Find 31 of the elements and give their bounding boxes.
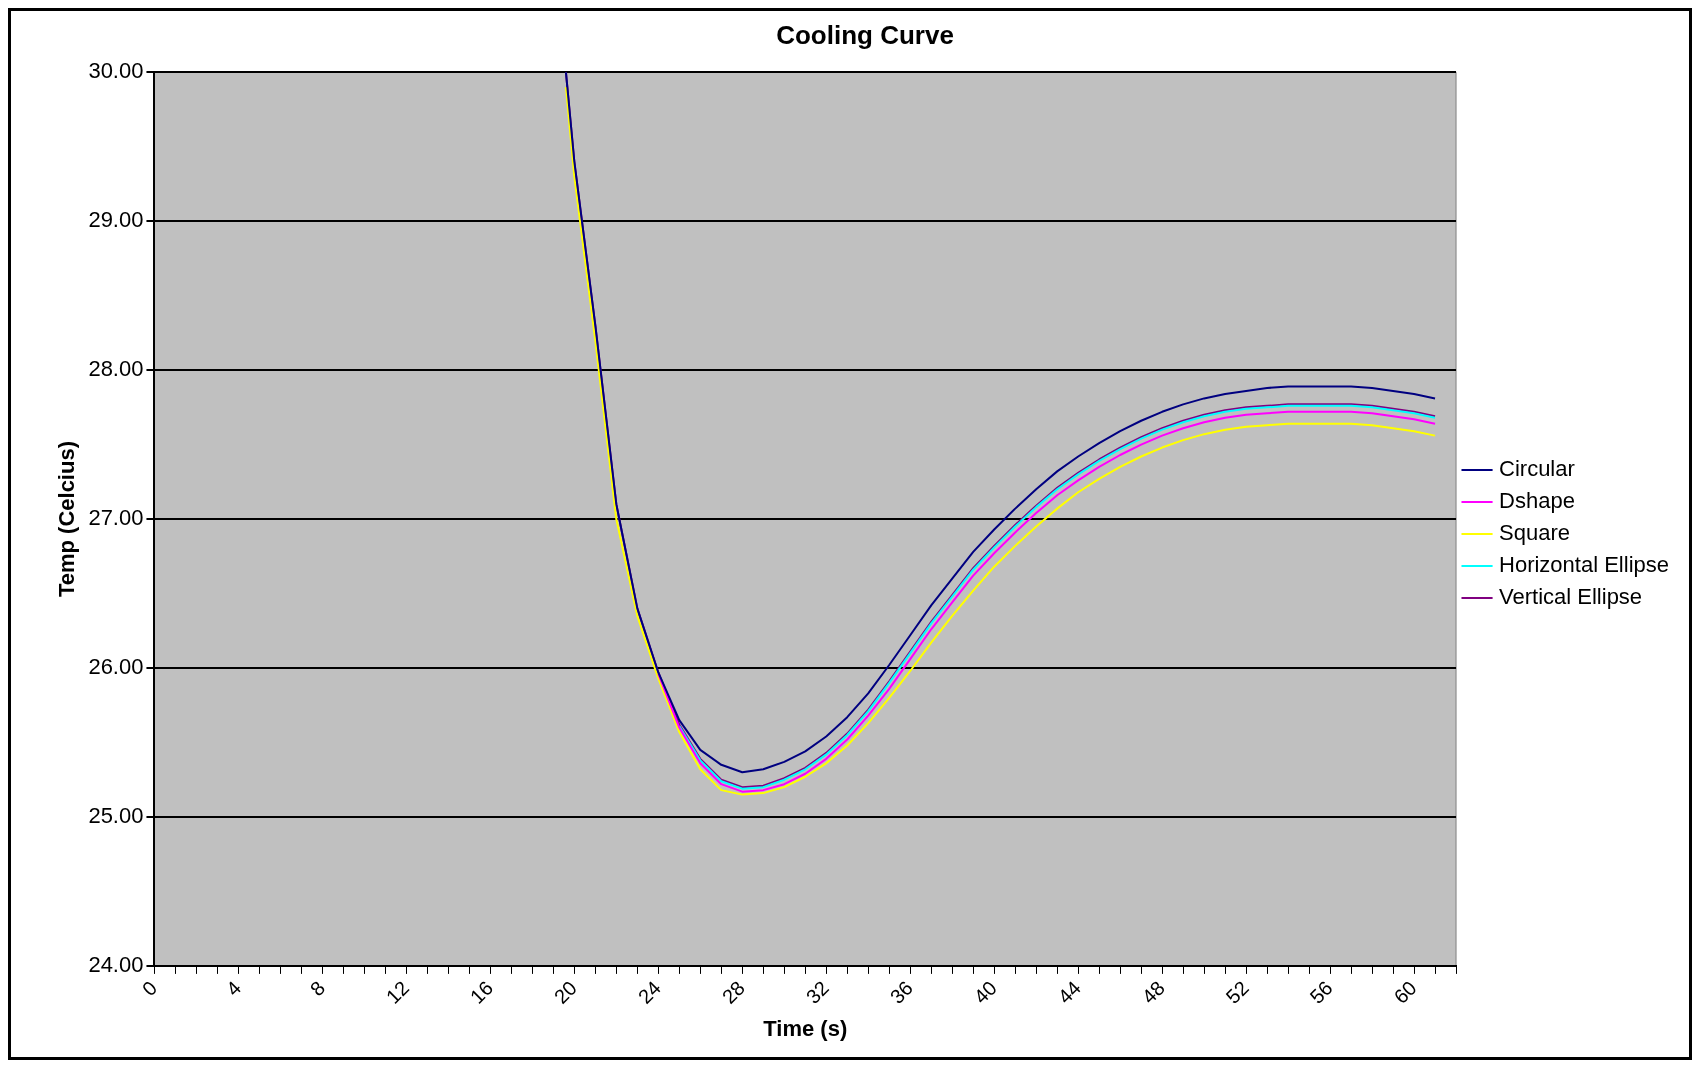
- x-tick-label: 24: [633, 976, 666, 1008]
- x-tick-label: 32: [801, 976, 833, 1008]
- legend-label: Dshape: [1499, 488, 1575, 514]
- y-tick-label: 24.00: [88, 951, 144, 977]
- x-axis-title: Time (s): [763, 1015, 848, 1041]
- y-tick-label: 27.00: [88, 505, 144, 531]
- x-tick-label: 16: [465, 976, 498, 1008]
- x-tick-label: 60: [1389, 976, 1421, 1008]
- x-tick-label: 52: [1221, 976, 1253, 1008]
- legend-label: Vertical Ellipse: [1499, 584, 1643, 610]
- legend-label: Horizontal Ellipse: [1499, 552, 1670, 578]
- x-tick-label: 4: [221, 976, 246, 1000]
- y-axis-title: Temp (Celcius): [54, 441, 80, 598]
- x-tick-label: 12: [381, 976, 414, 1008]
- x-tick-label: 36: [885, 976, 917, 1008]
- y-tick-label: 29.00: [88, 207, 144, 233]
- y-tick-label: 28.00: [88, 356, 144, 382]
- x-tick-label: 56: [1305, 976, 1337, 1008]
- x-tick-label: 40: [969, 976, 1001, 1008]
- legend-label: Square: [1499, 520, 1570, 546]
- x-tick-label: 20: [549, 976, 582, 1008]
- x-tick-label: 0: [137, 976, 162, 1000]
- x-tick-label: 44: [1053, 976, 1085, 1008]
- legend-label: Circular: [1499, 456, 1575, 482]
- chart-title: Cooling Curve: [776, 19, 954, 50]
- y-tick-label: 26.00: [88, 654, 144, 680]
- x-tick-label: 28: [717, 976, 749, 1008]
- x-tick-label: 8: [305, 976, 330, 1000]
- y-tick-label: 30.00: [88, 58, 144, 84]
- y-tick-label: 25.00: [88, 803, 144, 829]
- x-tick-label: 48: [1137, 976, 1169, 1008]
